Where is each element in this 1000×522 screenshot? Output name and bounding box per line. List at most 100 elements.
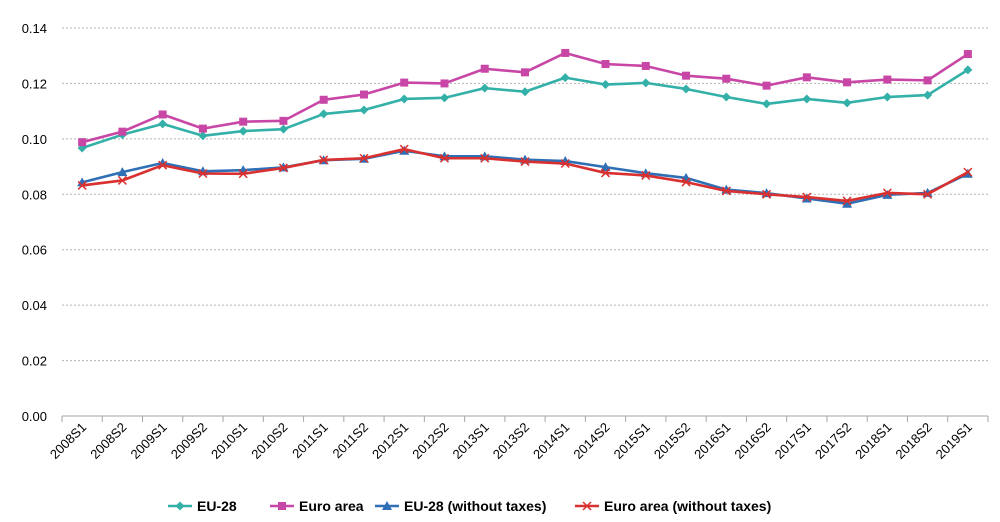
data-point: [278, 163, 288, 173]
legend-label: EU-28 (without taxes): [404, 498, 546, 514]
data-point: [923, 189, 933, 199]
data-point: [802, 73, 811, 82]
legend-entry: EU-28 (without taxes): [375, 498, 546, 514]
x-tick-label: 2014S2: [570, 420, 612, 462]
series-euro-area-without-taxes: [77, 144, 973, 206]
series-euro-area: [78, 48, 972, 147]
axes: [61, 415, 989, 422]
x-tick-label: 2013S1: [450, 420, 492, 462]
data-point: [923, 90, 933, 100]
data-point: [158, 110, 167, 119]
data-point: [520, 87, 530, 97]
data-point: [762, 81, 771, 90]
data-point: [963, 50, 972, 59]
legend-entry: Euro area (without taxes): [575, 498, 771, 514]
data-point: [399, 94, 409, 104]
legend-marker: [382, 501, 392, 510]
x-tick-label: 2016S2: [731, 420, 773, 462]
x-tick-label: 2015S1: [611, 420, 653, 462]
data-point: [480, 153, 490, 163]
y-tick-label: 0.06: [22, 243, 47, 258]
data-point: [600, 162, 611, 172]
data-point: [198, 124, 207, 133]
data-point: [238, 169, 248, 179]
series-eu-28: [77, 65, 973, 153]
data-point: [439, 93, 449, 103]
data-point: [882, 188, 892, 198]
data-point: [359, 153, 369, 163]
data-point: [842, 196, 852, 206]
legend-marker: [175, 501, 185, 511]
data-point: [842, 98, 852, 108]
y-tick-label: 0.02: [22, 354, 47, 369]
x-tick-label: 2013S2: [490, 420, 532, 462]
data-point: [882, 189, 893, 199]
data-point: [439, 153, 450, 163]
x-tick-label: 2017S2: [812, 420, 854, 462]
data-point: [480, 64, 489, 73]
data-point: [601, 60, 610, 69]
x-tick-label: 2012S2: [409, 420, 451, 462]
data-point: [600, 168, 611, 178]
y-tick-label: 0.00: [22, 409, 47, 424]
legend: EU-28 Euro area EU-28 (without taxes) Euro …: [168, 498, 771, 514]
data-point: [682, 71, 691, 80]
data-point: [802, 94, 812, 104]
data-point: [882, 92, 892, 102]
data-point: [762, 99, 772, 109]
x-tick-label: 2018S2: [892, 420, 934, 462]
x-tick-label: 2010S2: [248, 420, 290, 462]
x-tick-label: 2011S2: [329, 420, 371, 462]
series-eu-28-without-taxes: [77, 145, 973, 208]
y-tick-label: 0.12: [22, 76, 47, 91]
data-point: [319, 95, 328, 104]
y-axis-tick-labels: 0.00 0.02 0.04 0.06 0.08 0.10 0.12 0.14: [22, 21, 47, 424]
x-tick-label: 2009S1: [127, 420, 169, 462]
legend-label: EU-28: [197, 498, 237, 514]
gridlines: [62, 27, 988, 362]
y-tick-label: 0.08: [22, 187, 47, 202]
data-point: [198, 168, 208, 179]
data-point: [762, 189, 772, 199]
series-line: [81, 51, 969, 144]
data-point: [400, 78, 409, 87]
x-tick-label: 2017S1: [772, 420, 814, 462]
legend-marker: [582, 501, 592, 511]
data-point: [239, 117, 248, 126]
data-point: [238, 126, 248, 136]
data-point: [319, 109, 329, 119]
data-point: [520, 157, 530, 167]
x-tick-label: 2014S1: [530, 420, 572, 462]
data-point: [279, 116, 288, 125]
data-point: [521, 68, 529, 77]
data-point: [198, 131, 208, 141]
x-tick-label: 2009S2: [168, 420, 210, 462]
data-point: [359, 105, 369, 115]
data-point: [561, 48, 570, 57]
data-point: [78, 138, 87, 147]
data-point: [319, 155, 329, 165]
data-point: [77, 180, 87, 190]
data-point: [722, 74, 731, 83]
data-point: [802, 192, 812, 202]
data-series: [77, 48, 973, 208]
data-point: [278, 124, 288, 134]
x-tick-label: 2012S1: [369, 420, 411, 462]
data-point: [963, 167, 973, 177]
legend-entry: EU-28: [168, 498, 237, 514]
data-point: [480, 83, 490, 93]
x-tick-label: 2015S2: [651, 420, 693, 462]
data-point: [359, 90, 368, 99]
data-point: [158, 160, 168, 170]
legend-label: Euro area (without taxes): [604, 498, 771, 514]
legend-marker: [278, 502, 286, 510]
data-point: [560, 73, 570, 83]
x-tick-label: 2016S1: [691, 420, 733, 462]
data-point: [118, 127, 127, 136]
x-tick-label: 2018S1: [852, 420, 894, 462]
data-point: [963, 65, 973, 75]
legend-label: Euro area: [299, 498, 364, 514]
data-point: [923, 76, 932, 85]
data-point: [721, 92, 731, 102]
x-tick-label: 2019S1: [933, 420, 975, 462]
